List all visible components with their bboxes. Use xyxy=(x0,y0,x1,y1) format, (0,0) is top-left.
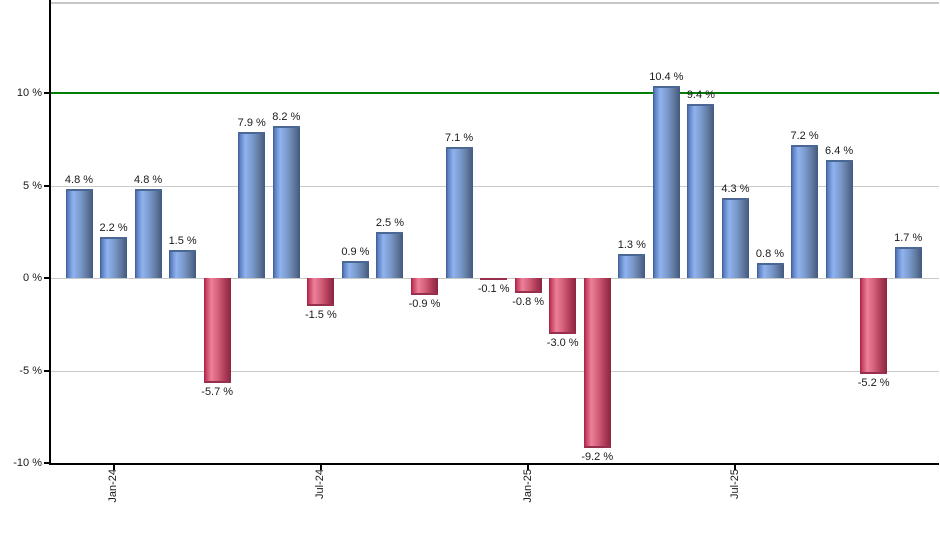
bar xyxy=(652,85,680,278)
y-gridline xyxy=(50,370,939,372)
reference-line xyxy=(50,92,939,94)
bar xyxy=(272,126,300,278)
bar-value-label: 1.3 % xyxy=(617,238,646,251)
x-axis-tick xyxy=(734,465,737,470)
y-tick-label: -10 % xyxy=(13,457,42,469)
bar xyxy=(549,278,577,334)
bar xyxy=(445,146,473,278)
bar-value-label: -1.5 % xyxy=(304,308,337,321)
bar xyxy=(860,278,888,375)
bar-value-label: 6.4 % xyxy=(825,144,854,157)
bar-value-label: -0.8 % xyxy=(512,295,545,308)
bar-value-label: -5.2 % xyxy=(857,377,890,390)
x-axis xyxy=(49,463,939,465)
y-axis-tick xyxy=(44,277,50,279)
bar-value-label: 7.9 % xyxy=(237,116,266,129)
bar xyxy=(687,104,715,278)
bar-value-label: 4.3 % xyxy=(721,183,750,196)
bar-value-label: -9.2 % xyxy=(581,451,614,464)
bar xyxy=(134,189,162,278)
y-tick-label: 0 % xyxy=(23,272,42,284)
bar-value-label: 4.8 % xyxy=(64,174,94,187)
x-axis-tick xyxy=(112,465,115,470)
bar xyxy=(756,263,784,278)
bar xyxy=(169,250,197,278)
bar xyxy=(238,131,266,278)
bar-value-label: -0.1 % xyxy=(477,282,510,295)
bar-value-label: 7.1 % xyxy=(444,131,474,144)
bar-value-label: 1.5 % xyxy=(168,235,197,248)
y-tick-label: 10 % xyxy=(16,87,42,99)
bar-value-label: 0.9 % xyxy=(341,246,370,259)
bar xyxy=(894,246,922,278)
bar-value-label: -3.0 % xyxy=(546,336,579,349)
bar xyxy=(307,278,335,306)
x-tick-label: Jan-25 xyxy=(521,469,534,503)
bar-value-label: 4.8 % xyxy=(134,174,163,187)
plot-top-border xyxy=(50,2,939,4)
x-axis-tick xyxy=(527,465,530,470)
y-axis-tick xyxy=(44,462,50,464)
bar-value-label: 8.2 % xyxy=(272,111,301,124)
y-gridline xyxy=(50,185,939,187)
x-axis-tick xyxy=(319,465,322,470)
bar xyxy=(721,198,749,278)
bar xyxy=(480,278,508,280)
bar-value-label: 1.7 % xyxy=(894,231,923,244)
bar-value-label: -0.9 % xyxy=(408,297,441,310)
bar xyxy=(583,278,611,449)
bar-value-label: 2.2 % xyxy=(99,222,128,235)
y-axis-tick xyxy=(44,184,50,187)
y-axis-tick xyxy=(44,369,50,372)
bar xyxy=(100,237,128,278)
y-axis xyxy=(49,0,51,465)
x-tick-label: Jan-24 xyxy=(107,469,120,503)
y-tick-label: 5 % xyxy=(23,179,42,192)
x-tick-label: Jul-24 xyxy=(314,469,327,499)
bar xyxy=(791,144,819,278)
bar-value-label: 7.2 % xyxy=(790,129,819,142)
bar-value-label: 9.4 % xyxy=(686,89,715,102)
bar-value-label: 10.4 % xyxy=(649,70,684,83)
bar xyxy=(825,159,853,278)
y-tick-label: -5 % xyxy=(19,364,42,377)
bar xyxy=(203,278,231,384)
y-axis-tick xyxy=(44,92,50,94)
bar xyxy=(618,253,646,278)
x-tick-label: Jul-25 xyxy=(728,469,741,499)
bar-value-label: -5.7 % xyxy=(201,386,234,399)
bar-value-label: 0.8 % xyxy=(755,248,785,261)
bar xyxy=(65,189,93,278)
bar xyxy=(411,278,438,295)
bar xyxy=(376,231,404,278)
bar-value-label: 2.5 % xyxy=(375,216,404,229)
bar xyxy=(514,278,542,293)
bar xyxy=(341,261,369,278)
